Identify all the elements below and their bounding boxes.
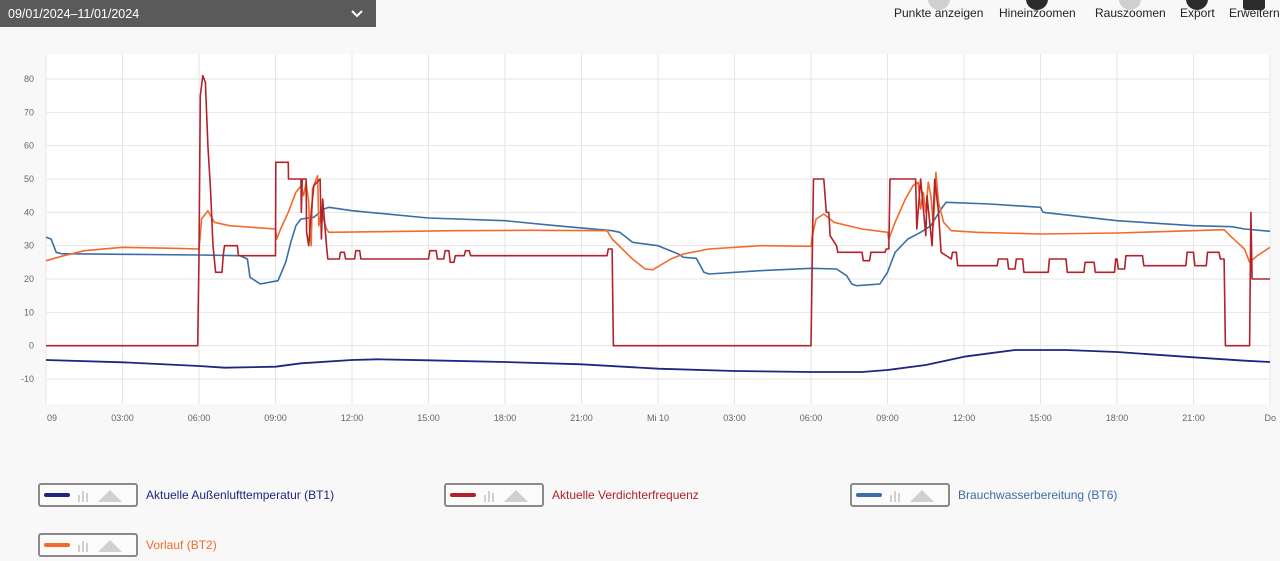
show-points-button[interactable]: Punkte anzeigen <box>894 0 984 20</box>
y-tick-label: 60 <box>24 141 34 151</box>
series-line-freq <box>46 74 1270 347</box>
x-tick-label: 03:00 <box>111 413 134 423</box>
x-tick-label: 21:00 <box>1182 413 1205 423</box>
line-chart: -10 0 10 20 30 40 50 60 70 80 09 03:00 06:00 09:00 12:… <box>21 54 1276 423</box>
legend-label-bt2: Vorlauf (BT2) <box>146 538 217 552</box>
y-tick-label: 20 <box>24 274 34 284</box>
x-tick-label: 12:00 <box>953 413 976 423</box>
date-range-select[interactable]: 09/01/2024–11/01/2024 <box>0 0 376 27</box>
y-tick-label: 50 <box>24 174 34 184</box>
series-type-icons <box>484 490 528 502</box>
x-tick-label: Do <box>1264 413 1276 423</box>
legend-item-bt6[interactable]: Brauchwasserbereitung (BT6) <box>850 483 1117 507</box>
legend-swatch-freq <box>450 493 476 497</box>
y-tick-label: -10 <box>21 374 34 384</box>
chart-series <box>45 74 1271 373</box>
legend-swatch-bt2 <box>44 543 70 547</box>
export-label: Export <box>1180 6 1215 20</box>
x-tick-label: 06:00 <box>188 413 211 423</box>
export-icon <box>1186 0 1209 10</box>
x-tick-label: 21:00 <box>570 413 593 423</box>
x-tick-label: 06:00 <box>800 413 823 423</box>
x-tick-label: 18:00 <box>1106 413 1129 423</box>
zoom-out-label: Rauszoomen <box>1095 6 1166 20</box>
x-tick-label: 15:00 <box>417 413 440 423</box>
chevron-down-icon <box>351 10 363 18</box>
x-tick-label: 12:00 <box>341 413 364 423</box>
zoom-in-label: Hineinzoomen <box>999 6 1076 20</box>
expand-icon <box>1243 0 1266 10</box>
x-tick-label: 09:00 <box>264 413 287 423</box>
zoom-in-icon <box>1026 0 1049 10</box>
legend-label-bt6: Brauchwasserbereitung (BT6) <box>958 488 1118 502</box>
legend-swatch-bt1 <box>44 493 70 497</box>
advanced-label: Erweitern <box>1229 6 1280 20</box>
series-line-bt1 <box>45 349 1271 373</box>
legend-label-freq: Aktuelle Verdichterfrequenz <box>552 488 699 502</box>
x-tick-label: 15:00 <box>1029 413 1052 423</box>
x-tick-label: 09:00 <box>876 413 899 423</box>
legend-toggle-freq[interactable] <box>444 483 544 507</box>
points-icon <box>927 0 950 10</box>
series-type-icons <box>78 540 122 552</box>
legend-toggle-bt1[interactable] <box>38 483 138 507</box>
legend-toggle-bt2[interactable] <box>38 533 138 557</box>
x-tick-label: 03:00 <box>723 413 746 423</box>
y-tick-label: 80 <box>24 74 34 84</box>
chart-toolbar: Punkte anzeigen Hineinzoomen Rauszoomen … <box>0 0 1280 27</box>
zoom-in-button[interactable]: Hineinzoomen <box>999 0 1076 20</box>
series-type-icons <box>78 490 122 502</box>
y-tick-label: 0 <box>29 341 34 351</box>
zoom-out-icon <box>1119 0 1142 10</box>
export-button[interactable]: Export <box>1180 0 1215 20</box>
chart-axis-labels: -10 0 10 20 30 40 50 60 70 80 09 03:00 06:00 09:00 12:… <box>21 74 1276 423</box>
x-tick-label: 09 <box>47 413 57 423</box>
legend-label-bt1: Aktuelle Außenlufttemperatur (BT1) <box>146 488 335 502</box>
legend-item-bt1[interactable]: Aktuelle Außenlufttemperatur (BT1) <box>38 483 334 507</box>
date-range-value: 09/01/2024–11/01/2024 <box>8 6 140 21</box>
series-line-bt6 <box>45 201 1271 287</box>
zoom-out-button[interactable]: Rauszoomen <box>1095 0 1166 20</box>
x-tick-label: 18:00 <box>494 413 517 423</box>
legend-item-freq[interactable]: Aktuelle Verdichterfrequenz <box>444 483 699 507</box>
legend-item-bt2[interactable]: Vorlauf (BT2) <box>38 533 217 557</box>
y-tick-label: 30 <box>24 241 34 251</box>
y-tick-label: 10 <box>24 307 34 317</box>
x-tick-label: Mi 10 <box>647 413 669 423</box>
advanced-button[interactable]: Erweitern <box>1229 0 1280 20</box>
series-type-icons <box>890 490 934 502</box>
legend-toggle-bt6[interactable] <box>850 483 950 507</box>
y-tick-label: 70 <box>24 107 34 117</box>
legend-swatch-bt6 <box>856 493 882 497</box>
series-line-bt2 <box>45 171 1271 271</box>
show-points-label: Punkte anzeigen <box>894 6 984 20</box>
y-tick-label: 40 <box>24 207 34 217</box>
